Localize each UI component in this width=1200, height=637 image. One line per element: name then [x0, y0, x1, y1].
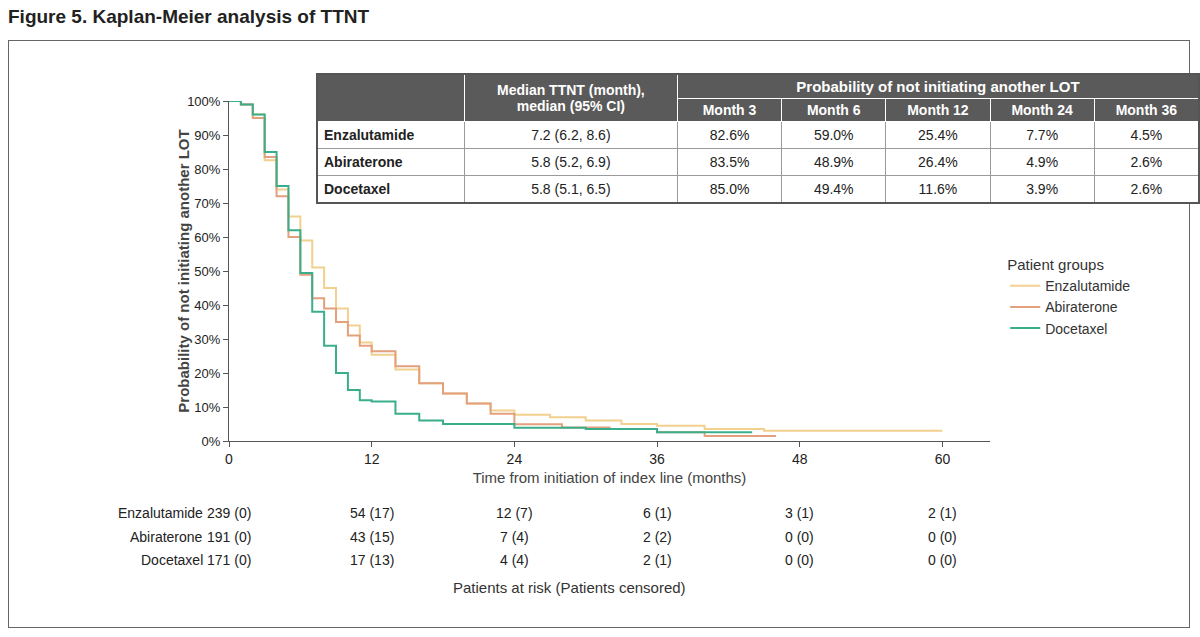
html-text:Month 6: Month 6	[806, 102, 861, 118]
svg-text:191 (0): 191 (0)	[207, 529, 251, 545]
svg-text:Abiraterone: Abiraterone	[130, 529, 203, 545]
html-text:Figure 5. Kaplan-Meier analysi: Figure 5. Kaplan-Meier analysis of TTNT	[8, 6, 370, 27]
svg-text:100%: 100%	[187, 94, 221, 109]
svg-text:36: 36	[649, 451, 665, 467]
svg-text:54 (17): 54 (17)	[350, 505, 394, 521]
svg-text:12 (7): 12 (7)	[496, 505, 533, 521]
svg-text:6 (1): 6 (1)	[643, 505, 672, 521]
html-text:26.4%: 26.4%	[918, 154, 958, 170]
html-text:7.2 (6.2, 8.6): 7.2 (6.2, 8.6)	[531, 127, 611, 143]
html-text:Docetaxel: Docetaxel	[324, 181, 391, 197]
html-text:85.0%: 85.0%	[709, 181, 750, 197]
html-text:Month 24: Month 24	[1011, 102, 1073, 118]
html-text:7.7%: 7.7%	[1026, 127, 1059, 143]
svg-text:239 (0): 239 (0)	[207, 505, 251, 521]
html-text:5.8 (5.2, 6.9): 5.8 (5.2, 6.9)	[531, 154, 611, 170]
svg-text:10%: 10%	[194, 400, 220, 415]
svg-text:Probability of not initiating: Probability of not initiating another LO…	[175, 129, 192, 412]
svg-text:50%: 50%	[194, 264, 220, 279]
svg-text:24: 24	[507, 451, 523, 467]
svg-text:2 (2): 2 (2)	[643, 529, 672, 545]
svg-text:171 (0): 171 (0)	[207, 552, 251, 568]
svg-text:Abiraterone: Abiraterone	[1045, 299, 1118, 315]
svg-text:30%: 30%	[194, 332, 220, 347]
html-text:Probability of not initiating: Probability of not initiating another LO…	[796, 78, 1080, 95]
html-text:5.8 (5.1, 6.5): 5.8 (5.1, 6.5)	[531, 181, 611, 197]
svg-text:60: 60	[935, 451, 951, 467]
svg-text:0 (0): 0 (0)	[785, 529, 814, 545]
html-text:82.6%: 82.6%	[709, 127, 750, 143]
svg-text:Docetaxel: Docetaxel	[1045, 321, 1107, 337]
svg-text:Patient groups: Patient groups	[1007, 256, 1104, 273]
svg-text:90%: 90%	[194, 128, 220, 143]
html-text:Abiraterone: Abiraterone	[324, 154, 403, 170]
svg-text:0 (0): 0 (0)	[928, 552, 957, 568]
svg-text:4 (4): 4 (4)	[500, 552, 529, 568]
svg-text:Patients at risk (Patients cen: Patients at risk (Patients censored)	[453, 579, 686, 596]
html-text:59.0%: 59.0%	[813, 127, 854, 143]
svg-text:40%: 40%	[194, 298, 220, 313]
svg-text:48: 48	[792, 451, 808, 467]
html-text:4.5%: 4.5%	[1130, 127, 1163, 143]
svg-text:0 (0): 0 (0)	[928, 529, 957, 545]
html-text:48.9%: 48.9%	[813, 154, 854, 170]
svg-text:0%: 0%	[202, 434, 221, 449]
html-text:Month 12: Month 12	[907, 102, 969, 118]
html-text:Month 3: Month 3	[702, 102, 757, 118]
svg-text:Enzalutamide: Enzalutamide	[1045, 278, 1130, 294]
html-text:11.6%: 11.6%	[918, 181, 958, 197]
svg-text:43 (15): 43 (15)	[350, 529, 394, 545]
svg-text:3 (1): 3 (1)	[785, 505, 814, 521]
html-text:49.4%: 49.4%	[813, 181, 854, 197]
html-text:83.5%: 83.5%	[709, 154, 750, 170]
html-text:Median TTNT (month),: Median TTNT (month),	[497, 82, 645, 98]
html-text:Enzalutamide: Enzalutamide	[324, 127, 415, 143]
svg-text:12: 12	[364, 451, 380, 467]
html-text:median (95% CI): median (95% CI)	[516, 98, 625, 114]
svg-text:70%: 70%	[194, 196, 220, 211]
html-text:4.9%: 4.9%	[1026, 154, 1059, 170]
svg-text:Docetaxel: Docetaxel	[141, 552, 203, 568]
html-text:25.4%: 25.4%	[918, 127, 958, 143]
html-text:3.9%: 3.9%	[1026, 181, 1059, 197]
svg-text:17 (13): 17 (13)	[350, 552, 394, 568]
html-text:Month 36: Month 36	[1115, 102, 1178, 118]
html-text:2.6%: 2.6%	[1130, 154, 1163, 170]
svg-text:2 (1): 2 (1)	[643, 552, 672, 568]
svg-text:0 (0): 0 (0)	[785, 552, 814, 568]
svg-text:80%: 80%	[194, 162, 220, 177]
svg-text:7 (4): 7 (4)	[500, 529, 529, 545]
svg-text:60%: 60%	[194, 230, 220, 245]
svg-text:Enzalutamide: Enzalutamide	[118, 505, 203, 521]
svg-text:2 (1): 2 (1)	[928, 505, 957, 521]
svg-text:Time from initiation of index: Time from initiation of index line (mont…	[473, 469, 747, 486]
html-text:2.6%: 2.6%	[1130, 181, 1163, 197]
svg-text:20%: 20%	[194, 366, 220, 381]
svg-text:0: 0	[225, 451, 233, 467]
